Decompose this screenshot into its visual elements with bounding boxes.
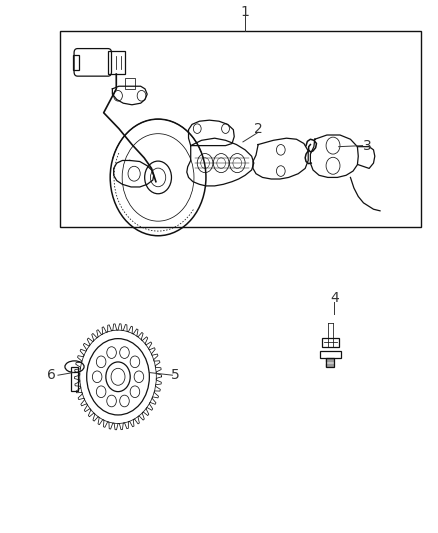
Text: 1: 1 xyxy=(240,5,250,19)
Bar xyxy=(71,367,78,391)
Bar xyxy=(60,30,421,227)
Bar xyxy=(320,351,341,358)
Bar xyxy=(73,55,79,70)
Text: 2: 2 xyxy=(254,122,262,135)
Text: 6: 6 xyxy=(47,368,56,382)
Bar xyxy=(326,358,334,367)
Text: 5: 5 xyxy=(171,368,180,382)
Bar xyxy=(322,337,339,347)
Bar xyxy=(124,78,135,89)
Bar xyxy=(108,51,124,74)
Text: 4: 4 xyxy=(330,292,339,305)
Text: 3: 3 xyxy=(363,139,371,152)
